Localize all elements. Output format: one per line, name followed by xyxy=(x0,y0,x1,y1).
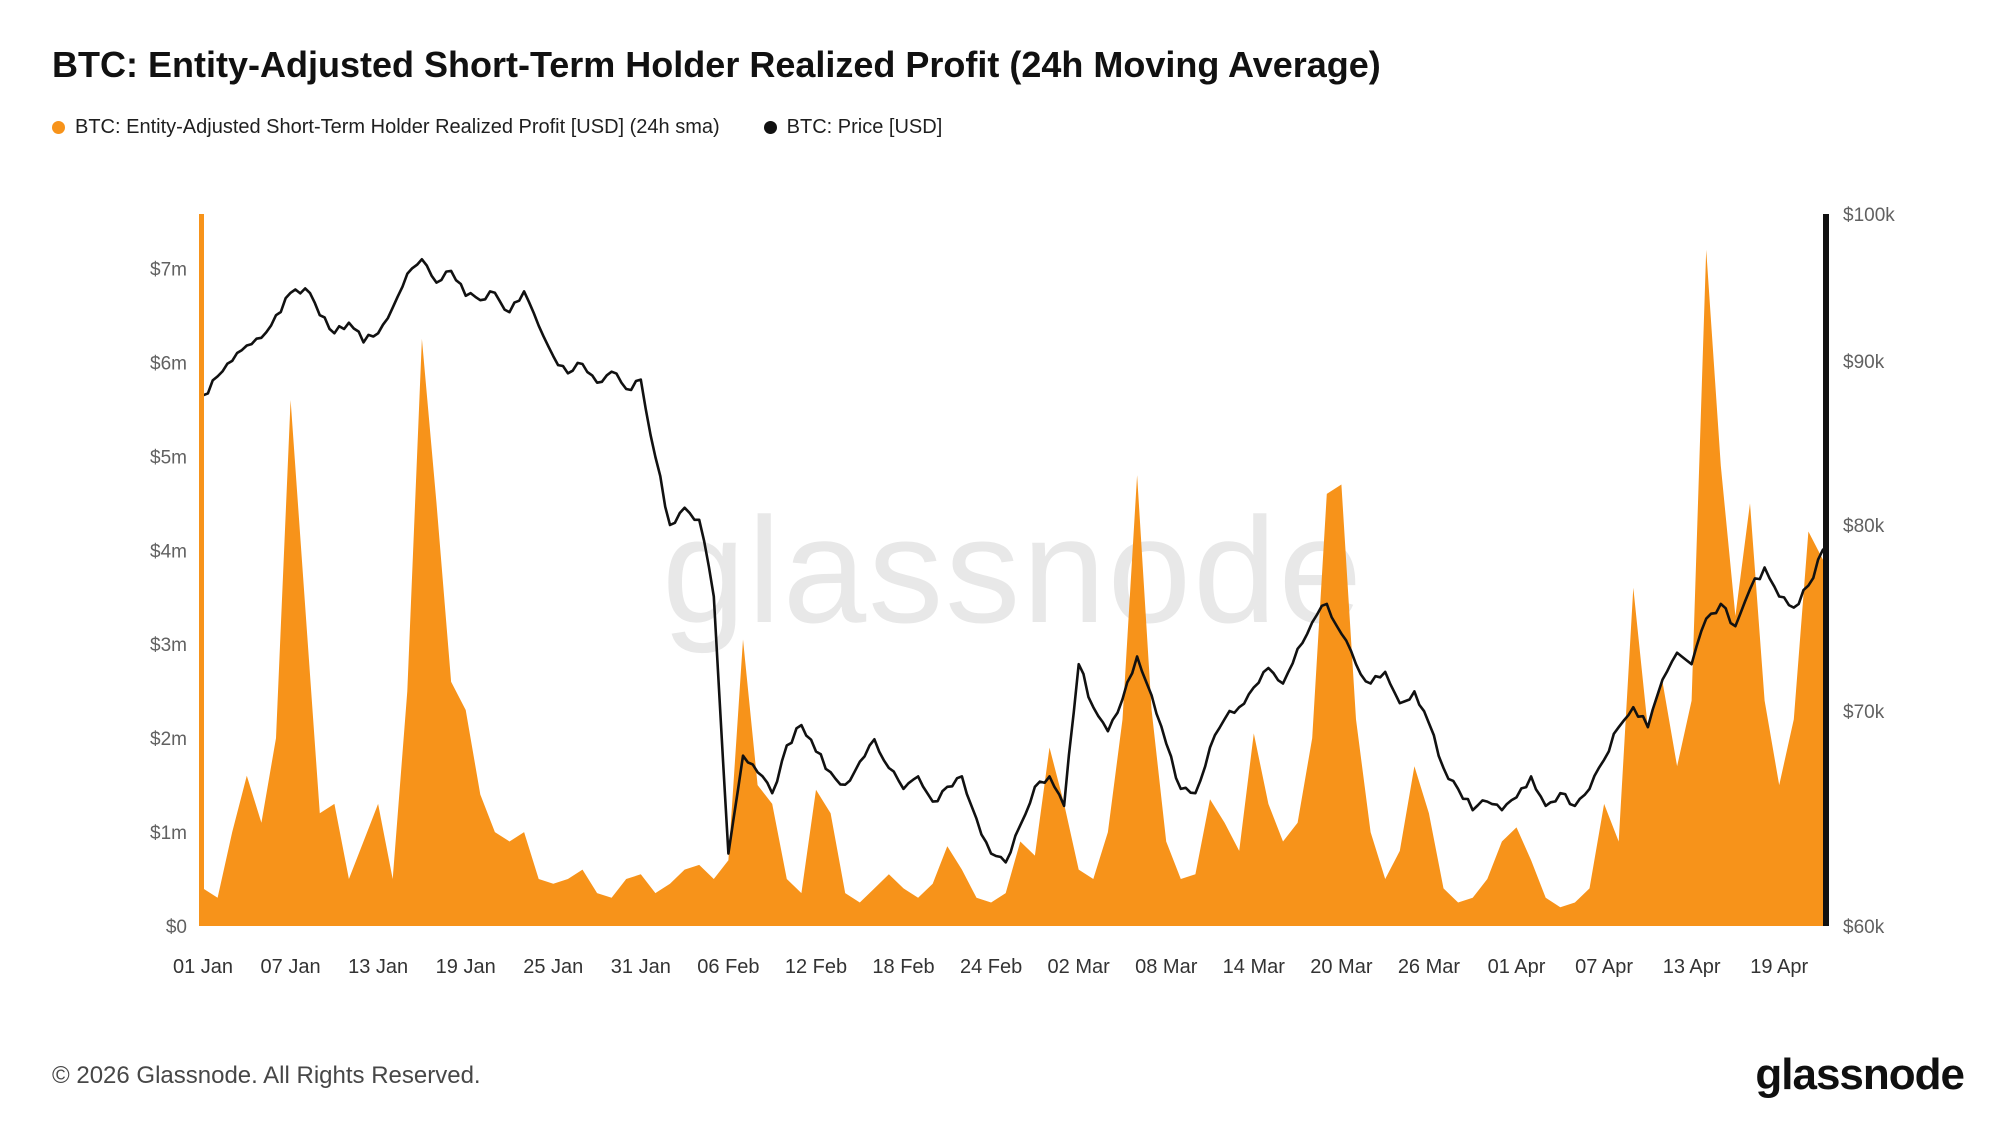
legend-label-realized-profit: BTC: Entity-Adjusted Short-Term Holder R… xyxy=(75,116,720,138)
x-axis-tick-label: 01 Apr xyxy=(1488,956,1546,978)
left-axis-tick-label: $3m xyxy=(150,635,187,656)
x-axis-tick-label: 26 Mar xyxy=(1398,956,1461,978)
left-axis-tick-label: $6m xyxy=(150,353,187,374)
btc-price-line-series xyxy=(201,258,1825,864)
glassnode-watermark: glassnode xyxy=(662,486,1364,654)
realized-profit-area-series xyxy=(203,249,1823,926)
right-axis-tick-label: $100k xyxy=(1843,205,1895,226)
x-axis-tick-label: 25 Jan xyxy=(523,956,583,978)
x-axis-tick-label: 18 Feb xyxy=(872,956,934,978)
x-axis-tick-label: 24 Feb xyxy=(960,956,1022,978)
x-axis-tick-label: 06 Feb xyxy=(697,956,759,978)
right-axis-tick-label: $70k xyxy=(1843,702,1885,723)
legend-label-price: BTC: Price [USD] xyxy=(786,116,943,138)
left-axis-tick-label: $7m xyxy=(150,259,187,280)
x-axis-tick-label: 19 Jan xyxy=(436,956,496,978)
page-title: BTC: Entity-Adjusted Short-Term Holder R… xyxy=(52,44,1381,85)
right-axis-tick-label: $80k xyxy=(1843,516,1885,537)
x-axis-tick-label: 02 Mar xyxy=(1048,956,1111,978)
right-axis-tick-label: $90k xyxy=(1843,352,1885,373)
glassnode-logo[interactable]: glassnode xyxy=(1755,1050,1965,1099)
legend-item-price[interactable]: BTC: Price [USD] xyxy=(763,116,943,139)
x-axis-tick-label: 13 Jan xyxy=(348,956,408,978)
x-axis-tick-label: 19 Apr xyxy=(1750,956,1808,978)
chart-legend: BTC: Entity-Adjusted Short-Term Holder R… xyxy=(52,116,942,139)
left-axis-tick-label: $4m xyxy=(150,541,187,562)
x-axis-tick-label: 12 Feb xyxy=(785,956,847,978)
left-axis-tick-label: $2m xyxy=(150,729,187,750)
left-axis-tick-label: $5m xyxy=(150,447,187,468)
right-axis-tick-label: $60k xyxy=(1843,917,1885,938)
price-series-dot-icon xyxy=(763,121,777,134)
left-axis-tick-label: $0 xyxy=(166,917,187,938)
copyright-text: © 2026 Glassnode. All Rights Reserved. xyxy=(52,1062,481,1089)
profit-series-dot-icon xyxy=(52,121,65,134)
left-axis-spine xyxy=(199,214,204,926)
left-axis-tick-label: $1m xyxy=(150,823,187,844)
x-axis-tick-label: 08 Mar xyxy=(1135,956,1198,978)
x-axis-tick-label: 07 Jan xyxy=(261,956,321,978)
x-axis-tick-label: 13 Apr xyxy=(1663,956,1721,978)
x-axis-tick-label: 14 Mar xyxy=(1223,956,1286,978)
x-axis-tick-label: 07 Apr xyxy=(1575,956,1633,978)
x-axis-tick-label: 31 Jan xyxy=(611,956,671,978)
right-axis-spine xyxy=(1823,214,1829,926)
x-axis-tick-label: 01 Jan xyxy=(173,956,233,978)
x-axis-tick-label: 20 Mar xyxy=(1310,956,1373,978)
legend-item-realized-profit[interactable]: BTC: Entity-Adjusted Short-Term Holder R… xyxy=(52,116,720,139)
